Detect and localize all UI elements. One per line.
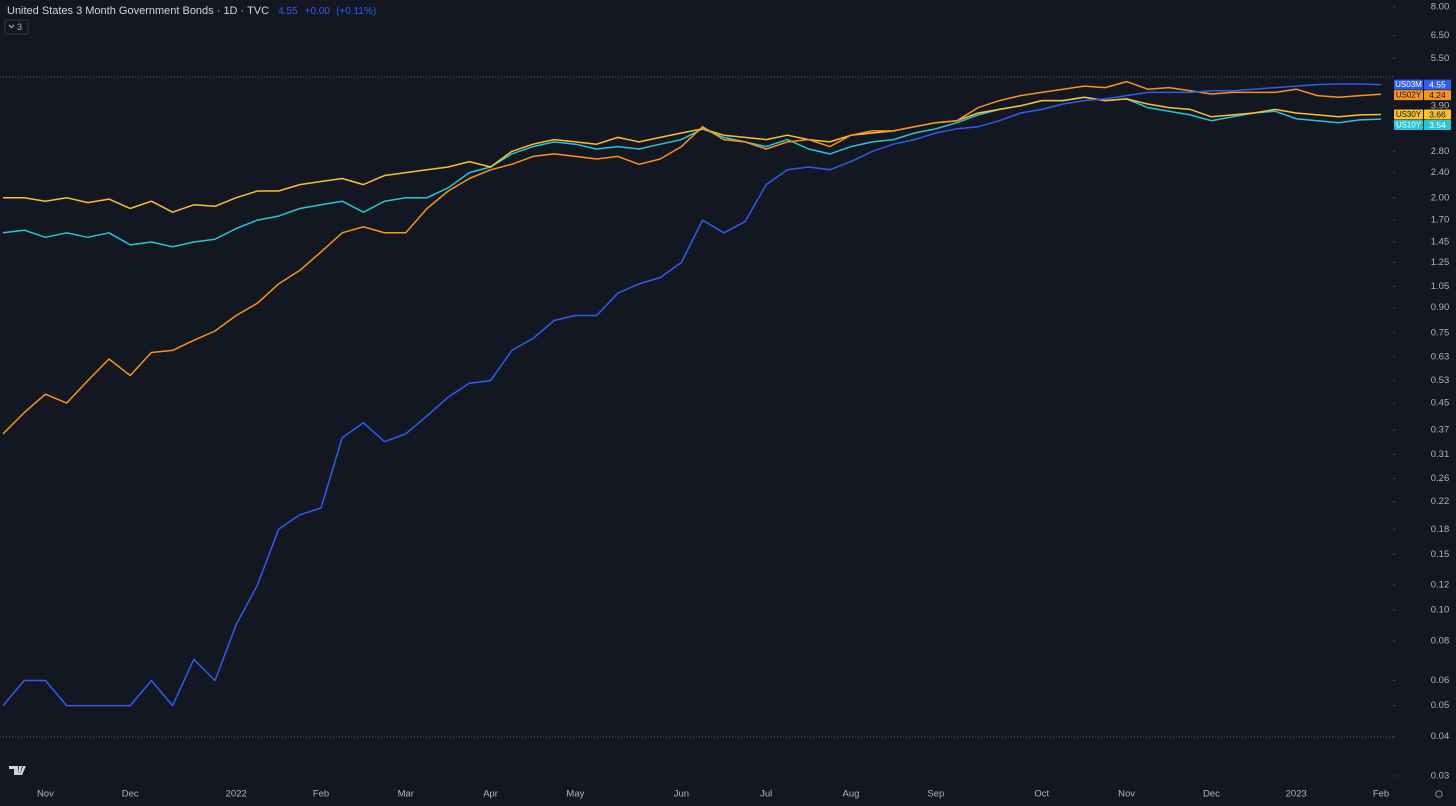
y-tick-label: 0.63 bbox=[1431, 351, 1450, 362]
change-percent: (+0.11%) bbox=[336, 6, 376, 17]
x-tick-label: Mar bbox=[398, 789, 414, 800]
series-line bbox=[2, 96, 1382, 248]
price-label: US02Y 4.24 bbox=[1394, 90, 1451, 101]
y-tick-label: 1.25 bbox=[1431, 257, 1450, 268]
y-tick-label: 0.15 bbox=[1431, 549, 1450, 560]
logo[interactable] bbox=[9, 766, 26, 775]
y-tick-label: 1.05 bbox=[1431, 281, 1450, 292]
legend-label: US30Y bbox=[1396, 110, 1422, 119]
logo-mark[interactable] bbox=[9, 766, 26, 775]
y-tick-label: 0.26 bbox=[1431, 473, 1450, 484]
y-tick-label: 2.80 bbox=[1431, 146, 1450, 157]
legend-swatch bbox=[1394, 120, 1423, 131]
y-tick-label: 0.03 bbox=[1431, 770, 1450, 781]
value-label: 4.24 bbox=[1429, 90, 1446, 100]
y-tick-label: 0.10 bbox=[1431, 605, 1450, 616]
y-tick-label: 1.45 bbox=[1431, 237, 1450, 248]
x-tick-label: Nov bbox=[37, 789, 54, 800]
y-tick-label: 0.31 bbox=[1431, 449, 1450, 460]
value-label-bg bbox=[1424, 109, 1451, 120]
x-tick-label: Dec bbox=[1203, 789, 1220, 800]
value-label: 3.54 bbox=[1429, 120, 1446, 130]
chevron[interactable] bbox=[8, 24, 15, 29]
x-tick-label: Oct bbox=[1034, 789, 1049, 800]
x-tick-label: Nov bbox=[1118, 789, 1135, 800]
x-tick-label: 2022 bbox=[226, 789, 247, 800]
x-tick-label: Apr bbox=[483, 789, 498, 800]
y-tick-label: 0.37 bbox=[1431, 425, 1450, 436]
chart-title: United States 3 Month Government Bonds ·… bbox=[7, 5, 269, 17]
x-tick-label: Feb bbox=[1373, 789, 1389, 800]
change: +0.00 bbox=[305, 6, 331, 17]
value-label-bg bbox=[1424, 79, 1451, 90]
indicator-count[interactable]: 3 bbox=[17, 22, 22, 32]
x-tick-label: Jun bbox=[674, 789, 689, 800]
x-tick-label: Feb bbox=[313, 789, 329, 800]
legend-label: US03M bbox=[1395, 80, 1422, 89]
legend-label: US10Y bbox=[1396, 121, 1422, 130]
price-label: US10Y 3.54 bbox=[1394, 120, 1451, 131]
legend-swatch bbox=[1394, 79, 1423, 90]
value-label-bg bbox=[1424, 120, 1451, 131]
y-tick-label: 0.08 bbox=[1431, 635, 1450, 646]
legend-swatch bbox=[1394, 109, 1423, 120]
series-line bbox=[2, 80, 1382, 435]
x-tick-label: Dec bbox=[122, 789, 139, 800]
y-tick-label: 0.75 bbox=[1431, 327, 1450, 338]
price-label: US03M 4.55 bbox=[1394, 79, 1451, 90]
y-tick-label: 0.45 bbox=[1431, 398, 1450, 409]
value-label: 4.55 bbox=[1429, 79, 1446, 89]
header: United States 3 Month Government Bonds ·… bbox=[7, 5, 376, 17]
value-label-bg bbox=[1424, 90, 1451, 101]
legend-label: US02Y bbox=[1396, 91, 1422, 100]
x-tick-label: 2023 bbox=[1286, 789, 1307, 800]
y-tick-label: 0.12 bbox=[1431, 580, 1450, 591]
value-label: 3.66 bbox=[1429, 109, 1446, 119]
y-tick-label: 0.53 bbox=[1431, 375, 1450, 386]
y-tick-label: 0.06 bbox=[1431, 675, 1450, 686]
y-tick-label: 0.04 bbox=[1431, 731, 1450, 742]
y-tick-label: 8.00 bbox=[1431, 1, 1450, 12]
y-tick-label: 3.90 bbox=[1431, 100, 1450, 111]
y-tick-label: 1.70 bbox=[1431, 215, 1450, 226]
legend-swatch bbox=[1394, 90, 1423, 101]
y-tick-label: 5.50 bbox=[1431, 53, 1450, 64]
x-tick-label: May bbox=[566, 789, 584, 800]
price-label: US30Y 3.66 bbox=[1394, 109, 1451, 120]
series-line bbox=[2, 83, 1382, 707]
toggle-box[interactable] bbox=[4, 19, 29, 35]
x-tick-label: Aug bbox=[843, 789, 860, 800]
settings-icon[interactable] bbox=[1435, 790, 1443, 798]
last-price: 4.55 bbox=[278, 6, 298, 17]
indicator-toggle[interactable]: 3 bbox=[4, 19, 29, 35]
y-tick-label: 2.00 bbox=[1431, 192, 1450, 203]
y-tick-label: 2.40 bbox=[1431, 167, 1450, 178]
x-tick-label: Sep bbox=[927, 789, 944, 800]
x-tick-label: Jul bbox=[760, 789, 772, 800]
series-line bbox=[3, 96, 1382, 213]
y-tick-label: 0.90 bbox=[1431, 302, 1450, 313]
y-tick-label: 0.22 bbox=[1431, 496, 1450, 507]
y-tick-label: 6.50 bbox=[1431, 30, 1450, 41]
y-tick-label: 0.05 bbox=[1431, 700, 1450, 711]
y-tick-label: 0.18 bbox=[1431, 524, 1450, 535]
settings[interactable] bbox=[1435, 790, 1443, 798]
